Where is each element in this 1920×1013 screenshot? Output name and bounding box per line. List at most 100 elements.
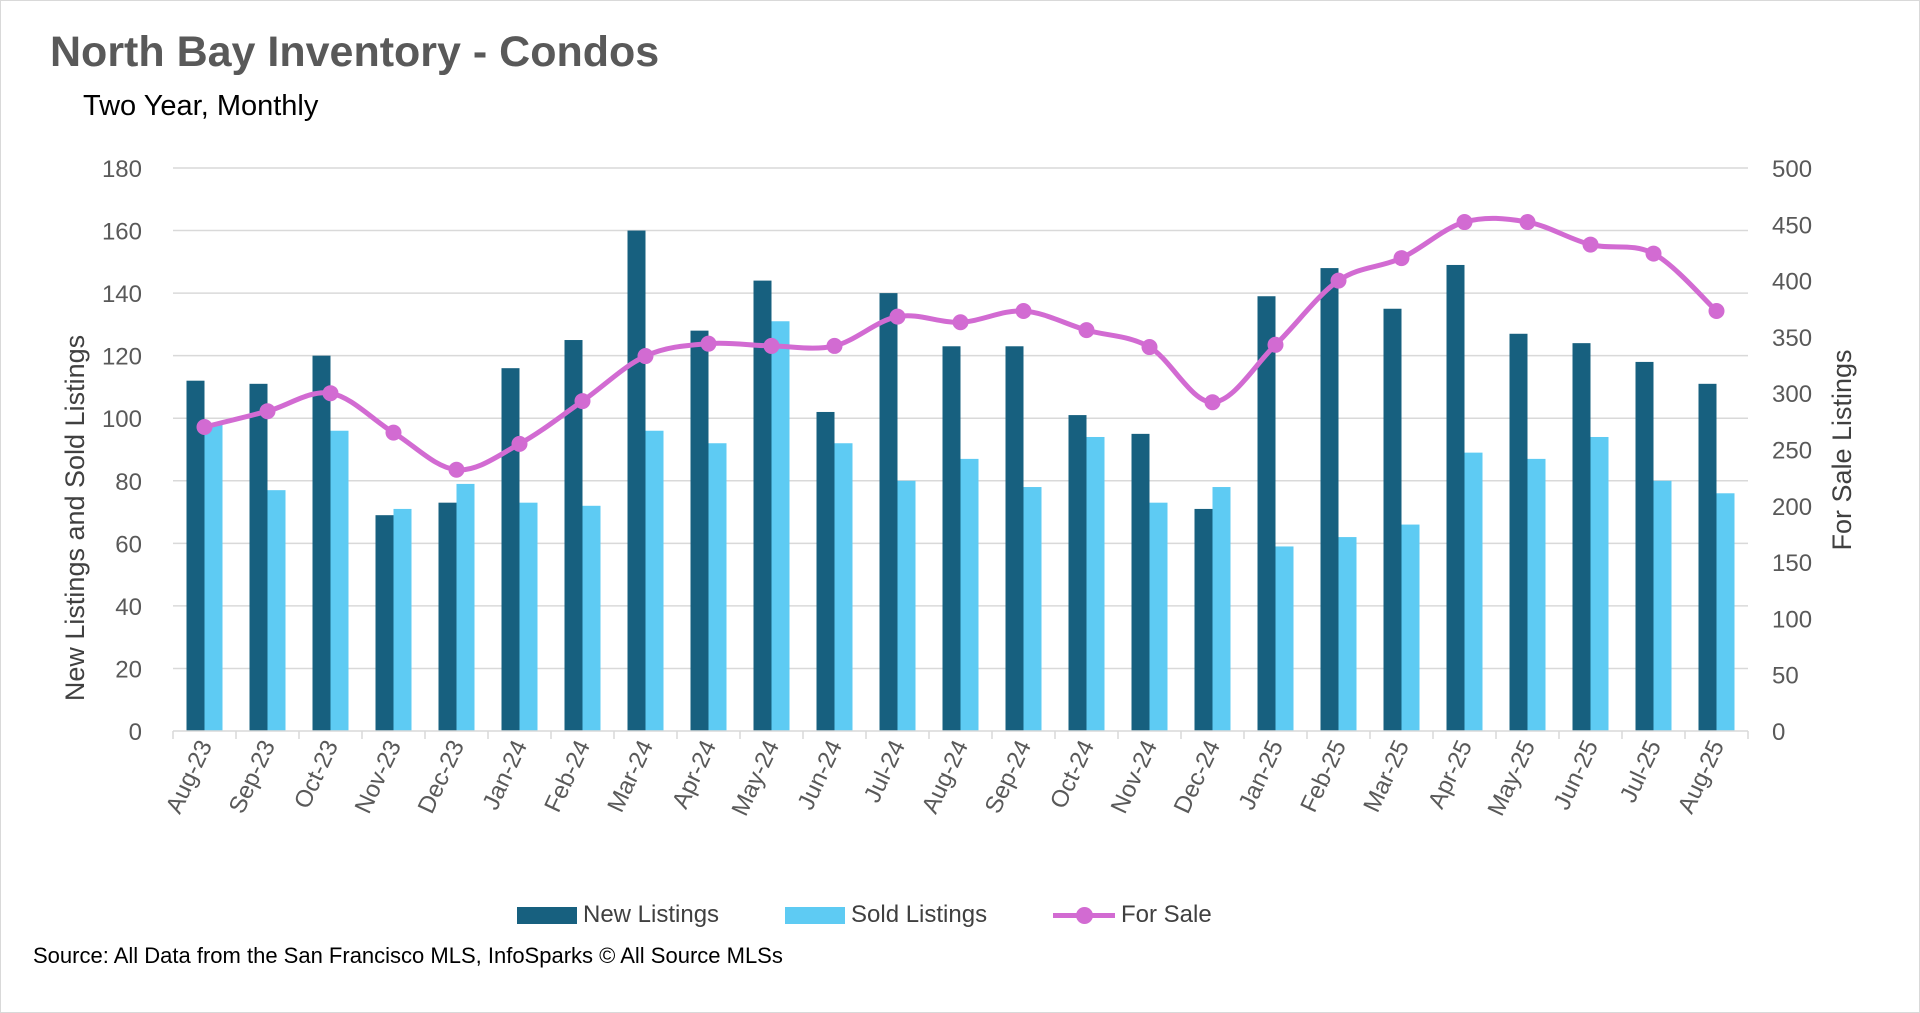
bar-sold-listings xyxy=(645,430,664,731)
bar-new-listings xyxy=(1698,383,1717,731)
bar-new-listings xyxy=(879,293,898,731)
y2-tick-label: 450 xyxy=(1772,212,1812,239)
y-tick-label: 80 xyxy=(115,469,142,496)
y-tick-label: 120 xyxy=(102,344,142,371)
bar-new-listings xyxy=(1572,343,1591,731)
y-tick-label: 180 xyxy=(102,156,142,183)
bar-sold-listings xyxy=(1590,436,1609,731)
legend-label-for-sale: For Sale xyxy=(1121,901,1212,928)
for-sale-point xyxy=(574,393,591,410)
y-axis-label: New Listings and Sold Listings xyxy=(60,335,90,701)
bar-sold-listings xyxy=(1149,502,1168,731)
x-tick-label: Jul-24 xyxy=(859,736,911,807)
bar-sold-listings xyxy=(960,458,979,731)
x-tick-label: Jun-25 xyxy=(1548,736,1603,814)
x-tick-label: Dec-24 xyxy=(1169,736,1226,818)
y-tick-label: 0 xyxy=(129,719,142,746)
bars xyxy=(186,230,1735,732)
y2-tick-label: 50 xyxy=(1772,663,1799,690)
bar-new-listings xyxy=(1509,333,1528,731)
bar-sold-listings xyxy=(1464,452,1483,731)
y-tick-label: 20 xyxy=(115,656,142,683)
bar-sold-listings xyxy=(771,321,790,731)
bar-new-listings xyxy=(1257,296,1276,731)
y2-tick-label: 200 xyxy=(1772,494,1812,521)
x-tick-label: May-25 xyxy=(1483,736,1541,820)
bar-sold-listings xyxy=(267,490,286,731)
bar-new-listings xyxy=(312,355,331,731)
for-sale-point xyxy=(1204,394,1221,411)
bar-new-listings xyxy=(501,368,520,731)
x-tick-label: Sep-24 xyxy=(980,736,1037,818)
bar-new-listings xyxy=(1635,361,1654,731)
source-note: Source: All Data from the San Francisco … xyxy=(33,943,783,968)
for-sale-point xyxy=(763,337,780,354)
x-tick-label: Aug-23 xyxy=(161,736,218,818)
x-tick-label: Apr-24 xyxy=(667,736,722,813)
x-tick-label: Apr-25 xyxy=(1423,736,1478,813)
bar-sold-listings xyxy=(1527,458,1546,731)
x-tick-label: Oct-24 xyxy=(1045,736,1100,813)
bar-sold-listings xyxy=(393,508,412,731)
y-tick-label: 40 xyxy=(115,594,142,621)
bar-sold-listings xyxy=(204,424,223,731)
y2-tick-label: 300 xyxy=(1772,381,1812,408)
bar-new-listings xyxy=(1194,508,1213,731)
x-tick-label: Jan-24 xyxy=(477,736,532,814)
bar-sold-listings xyxy=(834,443,853,731)
x-tick-label: Nov-24 xyxy=(1106,736,1163,818)
x-tick-label: Sep-23 xyxy=(224,736,281,818)
x-tick-label: Aug-25 xyxy=(1673,736,1730,818)
for-sale-point xyxy=(322,385,339,402)
for-sale-point xyxy=(511,435,528,452)
y2-tick-label: 500 xyxy=(1772,156,1812,183)
bar-new-listings xyxy=(1131,433,1150,731)
for-sale-point xyxy=(826,337,843,354)
legend-label-new-listings: New Listings xyxy=(583,901,720,928)
chart-subtitle: Two Year, Monthly xyxy=(83,90,319,122)
y2-tick-label: 400 xyxy=(1772,269,1812,296)
bar-sold-listings xyxy=(1275,546,1294,731)
for-sale-point xyxy=(1078,322,1095,339)
x-tick-label: Mar-25 xyxy=(1358,736,1415,816)
for-sale-point xyxy=(1582,236,1599,253)
for-sale-point xyxy=(1015,303,1032,320)
for-sale-point xyxy=(1708,303,1725,320)
bar-new-listings xyxy=(1320,268,1339,731)
for-sale-point xyxy=(1519,214,1536,231)
for-sale-point xyxy=(1645,245,1662,262)
bar-sold-listings xyxy=(1212,487,1231,731)
x-tick-label: Nov-23 xyxy=(350,736,407,818)
bar-new-listings xyxy=(1383,308,1402,731)
y-tick-label: 140 xyxy=(102,281,142,308)
bar-sold-listings xyxy=(519,502,538,731)
y2-tick-label: 350 xyxy=(1772,325,1812,352)
y2-tick-label: 100 xyxy=(1772,606,1812,633)
bar-sold-listings xyxy=(330,430,349,731)
for-sale-point xyxy=(1141,339,1158,356)
x-tick-label: Jul-25 xyxy=(1615,736,1667,807)
bar-sold-listings xyxy=(1653,480,1672,731)
bar-new-listings xyxy=(627,230,646,732)
bar-new-listings xyxy=(186,380,205,731)
x-tick-label: Feb-25 xyxy=(1295,736,1352,816)
legend: New Listings Sold Listings For Sale xyxy=(0,897,1920,933)
x-tick-label: Feb-24 xyxy=(539,736,596,816)
bar-new-listings xyxy=(816,411,835,731)
legend-swatch-for-sale xyxy=(1053,906,1115,924)
for-sale-point xyxy=(385,424,402,441)
for-sale-line-group xyxy=(196,214,1725,478)
for-sale-point xyxy=(700,335,717,352)
for-sale-point xyxy=(1456,214,1473,231)
bar-sold-listings xyxy=(1716,493,1735,731)
bar-new-listings xyxy=(690,330,709,731)
bar-new-listings xyxy=(942,346,961,731)
legend-item-new-listings: New Listings xyxy=(517,897,719,933)
for-sale-point xyxy=(1330,272,1347,289)
x-tick-label: Jun-24 xyxy=(792,736,847,814)
y-tick-label: 160 xyxy=(102,219,142,246)
bar-sold-listings xyxy=(582,505,601,731)
y2-tick-label: 0 xyxy=(1772,719,1785,746)
chart-title: North Bay Inventory - Condos xyxy=(50,28,660,76)
